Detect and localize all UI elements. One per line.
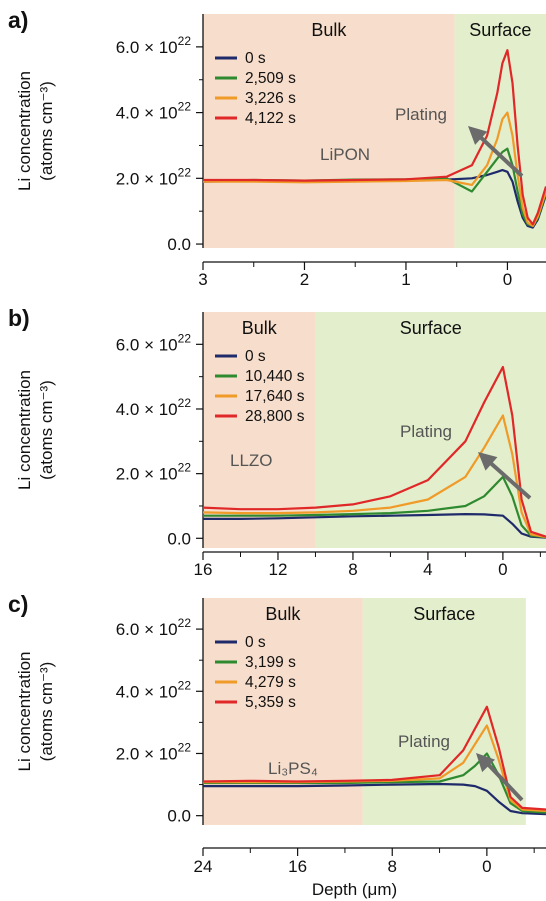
- x-tick-label: 0: [498, 560, 507, 579]
- series-line-3: [202, 414, 546, 539]
- material-label: LiPON: [320, 145, 370, 164]
- x-axis-label: Depth (μm): [312, 880, 397, 899]
- y-axis-unit: (atoms cm⁻³): [37, 81, 56, 181]
- x-tick-label: 16: [288, 857, 307, 876]
- x-tick-label: 3: [198, 270, 207, 289]
- panel-letter: c): [8, 591, 28, 617]
- material-label: LLZO: [230, 451, 273, 470]
- y-tick-label: 6.0 × 1022: [116, 616, 192, 639]
- series-line-3: [203, 111, 546, 228]
- y-tick-label: 2.0 × 1022: [116, 461, 192, 484]
- y-axis-unit: (atoms cm⁻³): [37, 380, 56, 480]
- plating-arrow-head: [468, 126, 488, 145]
- plating-arrow-shaft: [474, 131, 524, 178]
- y-tick-label: 4.0 × 1022: [116, 396, 192, 419]
- y-tick-label: 4.0 × 1022: [116, 678, 192, 701]
- plating-arrow-shaft: [482, 758, 524, 802]
- region-label-surface: Surface: [413, 604, 475, 624]
- x-tick-label: 2: [300, 270, 309, 289]
- region-label-surface: Surface: [469, 20, 531, 40]
- y-axis-label: Li concentration: [15, 370, 34, 490]
- legend-label: 10,440 s: [245, 368, 305, 385]
- series-line-4: [202, 705, 546, 811]
- legend-label: 4,122 s: [245, 110, 296, 127]
- series-line-4: [203, 49, 546, 226]
- y-tick-label: 0.0: [167, 529, 191, 548]
- plating-arrow-head: [476, 753, 496, 773]
- y-tick-label: 0.0: [167, 235, 191, 254]
- x-tick-label: 8: [388, 857, 397, 876]
- x-tick-label: 24: [194, 857, 213, 876]
- y-tick-label: 6.0 × 1022: [116, 331, 192, 354]
- legend-label: 17,640 s: [245, 388, 305, 405]
- legend-label: 3,199 s: [245, 654, 296, 671]
- legend-label: 0 s: [245, 50, 266, 67]
- x-tick-label: 0: [482, 857, 491, 876]
- panel-letter: a): [8, 7, 28, 33]
- region-label-bulk: Bulk: [311, 20, 347, 40]
- x-tick-label: 1: [401, 270, 410, 289]
- plating-arrow-head: [478, 452, 498, 471]
- y-tick-label: 0.0: [167, 807, 191, 826]
- series-line-1: [203, 512, 546, 539]
- material-label: Li₃PS₄: [268, 759, 318, 778]
- region-bulk: [203, 14, 455, 248]
- legend-label: 0 s: [245, 634, 266, 651]
- legend-label: 0 s: [245, 348, 266, 365]
- legend-label: 3,226 s: [245, 90, 296, 107]
- x-tick-label: 16: [194, 560, 213, 579]
- y-tick-label: 2.0 × 1022: [116, 165, 192, 188]
- x-tick-label: 12: [269, 560, 288, 579]
- region-label-bulk: Bulk: [242, 318, 278, 338]
- x-tick-label: 0: [503, 270, 512, 289]
- panel-3: Bulk Surface 0.0 2.0 × 1022 4.0 × 1022 6.0 × …: [8, 591, 546, 899]
- y-axis-label: Li concentration: [15, 71, 34, 191]
- legend-label: 28,800 s: [245, 408, 305, 425]
- region-surface: [362, 598, 526, 825]
- panel-1: Bulk Surface 0.0 2.0 × 1022 4.0 × 1022 6.0 × …: [8, 7, 546, 289]
- y-axis-label: Li concentration: [15, 651, 34, 771]
- y-tick-label: 4.0 × 1022: [116, 100, 192, 123]
- panel-letter: b): [8, 305, 30, 331]
- plating-annotation: Plating: [398, 732, 450, 751]
- series-line-4: [202, 365, 546, 538]
- region-bulk: [203, 598, 363, 825]
- y-tick-label: 6.0 × 1022: [116, 34, 192, 57]
- y-tick-label: 2.0 × 1022: [116, 740, 192, 763]
- region-surface: [315, 312, 546, 548]
- series-line-1: [203, 782, 546, 816]
- panel-2: Bulk Surface 0.0 2.0 × 1022 4.0 × 1022 6.0 × …: [8, 305, 546, 579]
- x-tick-label: 8: [348, 560, 357, 579]
- legend-label: 5,359 s: [245, 694, 296, 711]
- plating-annotation: Plating: [400, 422, 452, 441]
- x-tick-label: 4: [423, 560, 432, 579]
- panels-group: Bulk Surface 0.0 2.0 × 1022 4.0 × 1022 6.0 × …: [8, 7, 546, 899]
- region-label-surface: Surface: [400, 318, 462, 338]
- legend-label: 4,279 s: [245, 674, 296, 691]
- legend-label: 2,509 s: [245, 70, 296, 87]
- plating-arrow-shaft: [484, 457, 532, 500]
- region-label-bulk: Bulk: [265, 604, 301, 624]
- plating-annotation: Plating: [395, 105, 447, 124]
- y-axis-unit: (atoms cm⁻³): [37, 662, 56, 762]
- series-line-2: [203, 475, 546, 539]
